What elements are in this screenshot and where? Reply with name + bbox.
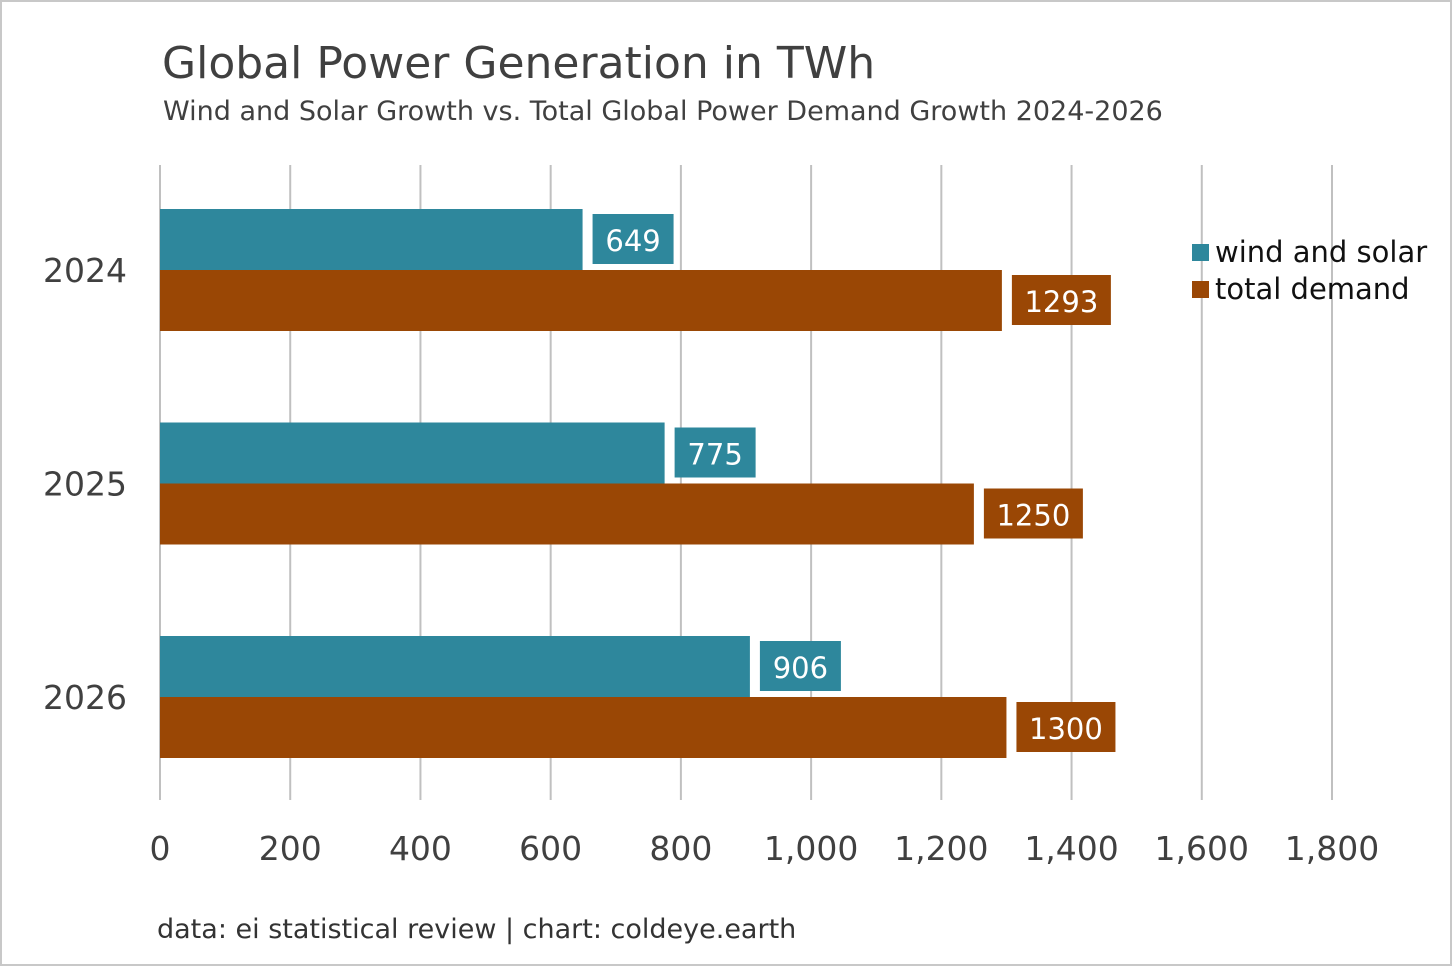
category-label: 2026 — [43, 678, 127, 717]
data-label-box — [674, 427, 756, 478]
legend-swatch — [1192, 281, 1209, 298]
source-note: data: ei statistical review | chart: col… — [157, 914, 796, 945]
data-label: 1293 — [1024, 285, 1098, 319]
category-label: 2024 — [43, 251, 127, 290]
bar — [160, 697, 1007, 758]
bar — [160, 422, 665, 484]
x-tick-label: 0 — [150, 829, 171, 868]
chart-subtitle: Wind and Solar Growth vs. Total Global P… — [163, 96, 1163, 127]
x-axis-ticks: 0 200 400 600 800 1,000 1,200 1,400 1,600 1,800 — [150, 829, 1380, 868]
data-label: 906 — [773, 651, 828, 685]
data-labels: 649 1293 775 1250 906 1300 — [592, 214, 1116, 752]
legend-label: total demand — [1215, 272, 1410, 306]
x-tick-label: 1,400 — [1024, 829, 1118, 868]
x-tick-label: 1,000 — [764, 829, 858, 868]
x-tick-label: 800 — [649, 829, 712, 868]
y-axis-categories: 2024 2025 2026 — [43, 251, 127, 717]
data-label: 649 — [605, 224, 660, 258]
x-tick-label: 600 — [519, 829, 582, 868]
legend-swatch — [1192, 244, 1209, 261]
legend-label: wind and solar — [1215, 235, 1427, 269]
x-tick-label: 1,200 — [894, 829, 988, 868]
data-label: 775 — [687, 438, 742, 472]
bar — [160, 209, 583, 270]
data-label-box — [592, 214, 674, 264]
x-tick-label: 400 — [389, 829, 452, 868]
data-label: 1300 — [1029, 712, 1103, 746]
x-tick-label: 1,600 — [1155, 829, 1249, 868]
data-label-box — [1016, 702, 1116, 752]
bars — [160, 209, 1007, 758]
bar — [160, 483, 974, 545]
data-label: 1250 — [996, 499, 1070, 533]
x-tick-label: 1,800 — [1285, 829, 1379, 868]
data-label-box — [1011, 275, 1111, 325]
bar — [160, 270, 1002, 331]
bar — [160, 636, 750, 697]
x-tick-label: 200 — [259, 829, 322, 868]
data-label-box — [759, 641, 841, 691]
data-label-box — [983, 488, 1083, 539]
chart-title: Global Power Generation in TWh — [162, 38, 875, 89]
category-label: 2025 — [43, 465, 127, 504]
